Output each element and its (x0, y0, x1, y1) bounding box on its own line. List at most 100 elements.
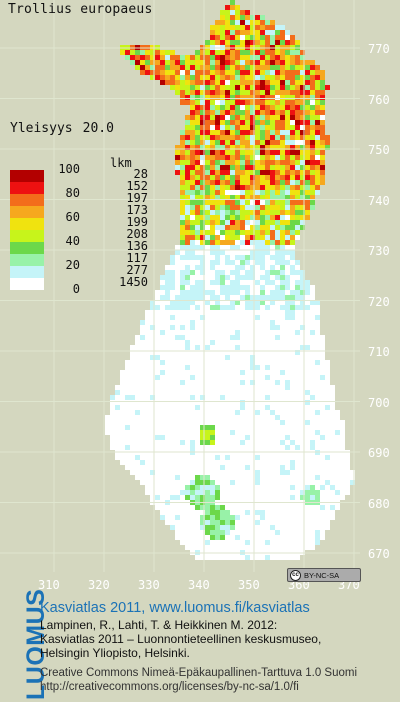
occurrence-cell (300, 325, 305, 330)
occurrence-cell (265, 200, 270, 205)
occurrence-cell (255, 145, 260, 150)
occurrence-cell (235, 265, 240, 270)
occurrence-cell (280, 230, 285, 235)
occurrence-cell (270, 80, 275, 85)
occurrence-cell (280, 260, 285, 265)
occurrence-cell (165, 50, 170, 55)
occurrence-cell (165, 295, 170, 300)
occurrence-cell (225, 255, 230, 260)
occurrence-cell (260, 70, 265, 75)
occurrence-cell (215, 210, 220, 215)
occurrence-cell (235, 5, 240, 10)
occurrence-cell (310, 135, 315, 140)
occurrence-cell (215, 245, 220, 250)
occurrence-cell (190, 80, 195, 85)
legend-count: 199 (126, 215, 148, 229)
occurrence-cell (235, 150, 240, 155)
occurrence-cell (200, 115, 205, 120)
y-tick-label: 670 (368, 547, 390, 561)
occurrence-cell (245, 465, 250, 470)
occurrence-cell (260, 205, 265, 210)
occurrence-cell (255, 105, 260, 110)
occurrence-cell (215, 180, 220, 185)
occurrence-cell (195, 205, 200, 210)
license-url-link[interactable]: http://creativecommons.org/licenses/by-n… (40, 681, 299, 693)
occurrence-cell (220, 210, 225, 215)
occurrence-cell (270, 230, 275, 235)
occurrence-cell (255, 295, 260, 300)
occurrence-cell (225, 220, 230, 225)
occurrence-cell (260, 40, 265, 45)
occurrence-cell (245, 435, 250, 440)
occurrence-cell (235, 90, 240, 95)
occurrence-cell (175, 300, 180, 305)
occurrence-cell (190, 205, 195, 210)
occurrence-cell (275, 295, 280, 300)
occurrence-cell (250, 25, 255, 30)
occurrence-cell (300, 100, 305, 105)
occurrence-cell (210, 490, 215, 495)
occurrence-cell (255, 220, 260, 225)
occurrence-cell (285, 225, 290, 230)
occurrence-cell (195, 480, 200, 485)
occurrence-cell (305, 210, 310, 215)
occurrence-cell (135, 410, 140, 415)
occurrence-cell (255, 215, 260, 220)
occurrence-cell (270, 55, 275, 60)
occurrence-cell (275, 25, 280, 30)
occurrence-cell (295, 260, 300, 265)
occurrence-cell (250, 270, 255, 275)
cc-license-badge[interactable]: cc BY-NC-SA (287, 568, 361, 582)
occurrence-cell (215, 225, 220, 230)
occurrence-cell (175, 475, 180, 480)
occurrence-cell (190, 145, 195, 150)
occurrence-cell (295, 180, 300, 185)
occurrence-cell (215, 495, 220, 500)
occurrence-cell (300, 215, 305, 220)
occurrence-cell (220, 10, 225, 15)
occurrence-cell (215, 275, 220, 280)
occurrence-cell (230, 150, 235, 155)
occurrence-cell (280, 420, 285, 425)
occurrence-cell (290, 115, 295, 120)
occurrence-cell (250, 295, 255, 300)
occurrence-cell (305, 215, 310, 220)
occurrence-cell (205, 505, 210, 510)
occurrence-cell (265, 120, 270, 125)
legend-count-header: lkm (110, 156, 132, 170)
occurrence-cell (320, 120, 325, 125)
occurrence-cell (195, 285, 200, 290)
occurrence-cell (205, 485, 210, 490)
occurrence-cell (290, 315, 295, 320)
occurrence-cell (270, 290, 275, 295)
occurrence-cell (205, 185, 210, 190)
occurrence-cell (315, 490, 320, 495)
footer-title-link[interactable]: Kasviatlas 2011, www.luomus.fi/kasviatla… (40, 600, 310, 616)
occurrence-cell (265, 245, 270, 250)
occurrence-cell (170, 525, 175, 530)
occurrence-cell (180, 225, 185, 230)
occurrence-cell (180, 210, 185, 215)
occurrence-cell (270, 20, 275, 25)
occurrence-cell (290, 55, 295, 60)
occurrence-cell (320, 70, 325, 75)
occurrence-cell (335, 490, 340, 495)
occurrence-cell (185, 295, 190, 300)
occurrence-cell (230, 125, 235, 130)
occurrence-cell (245, 40, 250, 45)
occurrence-cell (315, 410, 320, 415)
occurrence-cell (220, 215, 225, 220)
occurrence-cell (220, 395, 225, 400)
occurrence-cell (200, 185, 205, 190)
occurrence-cell (260, 125, 265, 130)
occurrence-cell (230, 30, 235, 35)
occurrence-cell (255, 125, 260, 130)
occurrence-cell (275, 175, 280, 180)
occurrence-cell (260, 175, 265, 180)
occurrence-cell (295, 115, 300, 120)
occurrence-cell (195, 70, 200, 75)
occurrence-cell (265, 170, 270, 175)
occurrence-cell (280, 270, 285, 275)
occurrence-cell (185, 100, 190, 105)
occurrence-cell (255, 300, 260, 305)
